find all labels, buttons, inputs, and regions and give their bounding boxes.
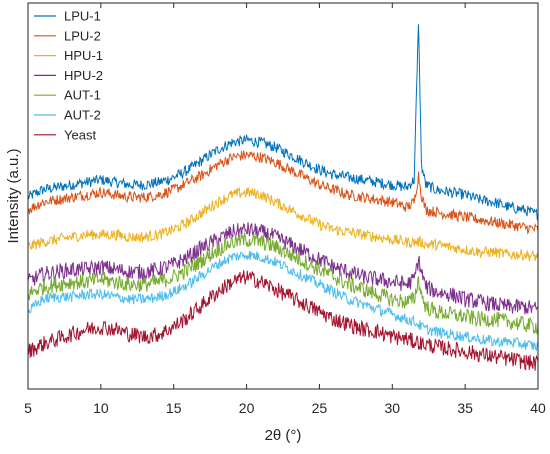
legend-label: AUT-1 [64,88,101,103]
legend-label: LPU-1 [64,9,101,24]
series-line [27,270,539,371]
legend-label: HPU-2 [64,68,103,83]
series-yeast [27,270,539,371]
legend-label: LPU-2 [64,28,101,43]
y-axis-label: Intensity (a.u.) [5,148,22,243]
series-line [27,186,539,262]
series-hpu-1 [27,186,539,262]
plot-frame [27,2,539,390]
x-axis-label: 2θ (°) [265,427,302,444]
x-tick-label: 20 [239,400,255,416]
series-lpu-2 [27,150,539,235]
series-layer [27,24,539,371]
series-aut-2 [27,251,539,352]
legend-label: AUT-2 [64,108,101,123]
series-line [27,24,539,221]
series-line [27,150,539,235]
series-line [27,251,539,352]
series-line [27,232,539,336]
series-aut-1 [27,232,539,336]
x-tick-label: 15 [166,400,182,416]
x-tick-label: 35 [457,400,473,416]
x-axis: 5 10 15 20 25 30 35 40 [24,3,546,416]
legend-label: Yeast [64,127,96,142]
legend-label: HPU-1 [64,48,103,63]
series-hpu-2 [27,222,539,315]
legend: LPU-1 LPU-2 HPU-1 HPU-2 AUT-1 AUT-2 Yeast [34,9,103,142]
x-tick-label: 30 [384,400,400,416]
series-lpu-1 [27,24,539,221]
x-tick-label: 5 [24,400,32,416]
x-tick-label: 40 [530,400,546,416]
series-line [27,222,539,315]
x-tick-label: 10 [93,400,109,416]
x-tick-label: 25 [312,400,328,416]
